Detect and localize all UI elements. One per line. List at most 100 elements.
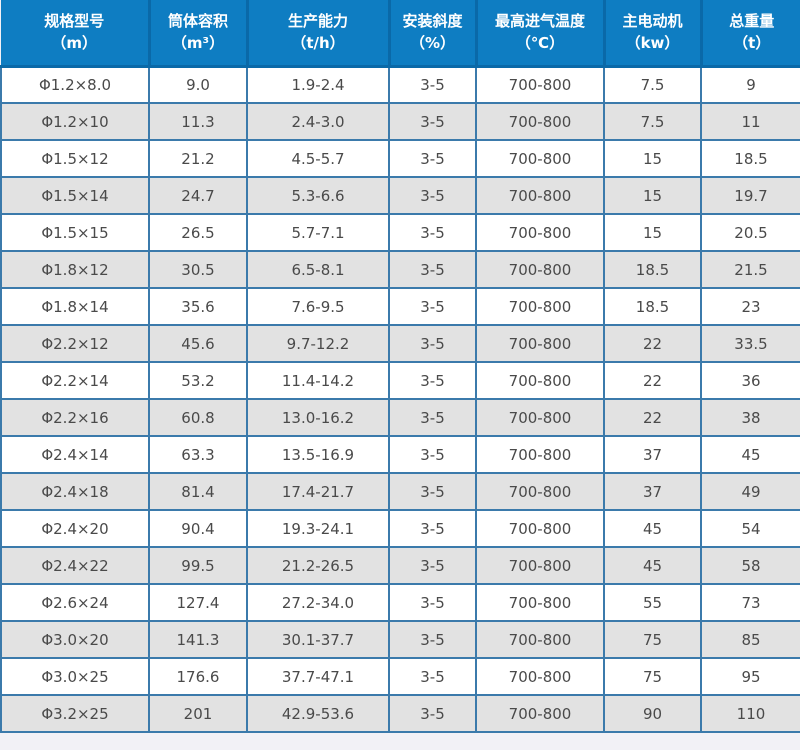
table-cell: 18.5 — [603, 250, 702, 289]
column-header-4: 安装斜度 （%） — [387, 0, 476, 68]
table-row: Φ3.0×20 141.3 30.1-37.7 3-5 700-800 75 85 — [0, 620, 800, 659]
table-cell: 11.4-14.2 — [246, 361, 390, 400]
column-header-title: 主电动机 — [622, 11, 683, 30]
table-cell: 18.5 — [700, 139, 800, 178]
table-row: Φ1.5×12 21.2 4.5-5.7 3-5 700-800 15 18.5 — [0, 139, 800, 178]
table-cell: 110 — [700, 694, 800, 733]
table-cell: 22 — [603, 361, 702, 400]
table-cell: 55 — [603, 583, 702, 622]
table-cell: 700-800 — [475, 694, 605, 733]
table-cell: 15 — [603, 213, 702, 252]
table-cell: Φ3.2×25 — [0, 694, 150, 733]
table-row: Φ2.2×16 60.8 13.0-16.2 3-5 700-800 22 38 — [0, 398, 800, 437]
table-cell: 700-800 — [475, 176, 605, 215]
table-cell: 33.5 — [700, 324, 800, 363]
table-cell: 9 — [700, 65, 800, 104]
table-cell: 35.6 — [148, 287, 248, 326]
table-cell: 141.3 — [148, 620, 248, 659]
table-cell: 11 — [700, 102, 800, 141]
column-header-title: 规格型号 — [44, 11, 105, 30]
table-cell: 700-800 — [475, 509, 605, 548]
table-cell: 15 — [603, 176, 702, 215]
table-cell: 3-5 — [388, 176, 477, 215]
table-cell: 18.5 — [603, 287, 702, 326]
table-cell: 700-800 — [475, 657, 605, 696]
table-cell: 73 — [700, 583, 800, 622]
table-cell: 6.5-8.1 — [246, 250, 390, 289]
table-row: Φ3.2×25 201 42.9-53.6 3-5 700-800 90 110 — [0, 694, 800, 733]
table-cell: Φ1.8×12 — [0, 250, 150, 289]
table-cell: 11.3 — [148, 102, 248, 141]
table-cell: 13.5-16.9 — [246, 435, 390, 474]
table-cell: 53.2 — [148, 361, 248, 400]
table-cell: 90 — [603, 694, 702, 733]
table-row: Φ2.6×24 127.4 27.2-34.0 3-5 700-800 55 73 — [0, 583, 800, 622]
column-header-title: 最高进气温度 — [494, 11, 585, 30]
table-cell: 3-5 — [388, 139, 477, 178]
table-cell: 3-5 — [388, 361, 477, 400]
column-header-7: 总重量 （t） — [699, 0, 800, 68]
table-cell: 15 — [603, 139, 702, 178]
column-header-title: 总重量 — [729, 11, 775, 30]
column-header-3: 生产能力 （t/h） — [245, 0, 389, 68]
spec-table: 规格型号 （m） 筒体容积 （m³） 生产能力 （t/h） 安装斜度 （%） 最高进气温度 （℃）… — [0, 0, 800, 733]
table-row: Φ2.4×14 63.3 13.5-16.9 3-5 700-800 37 45 — [0, 435, 800, 474]
table-cell: 3-5 — [388, 287, 477, 326]
table-cell: 26.5 — [148, 213, 248, 252]
column-header-unit: （t/h） — [291, 34, 345, 53]
table-cell: 21.5 — [700, 250, 800, 289]
table-cell: Φ3.0×25 — [0, 657, 150, 696]
table-cell: Φ2.2×14 — [0, 361, 150, 400]
table-cell: 21.2-26.5 — [246, 546, 390, 585]
column-header-1: 规格型号 （m） — [1, 0, 149, 68]
table-cell: 75 — [603, 620, 702, 659]
table-cell: 700-800 — [475, 65, 605, 104]
table-cell: 63.3 — [148, 435, 248, 474]
table-cell: 700-800 — [475, 250, 605, 289]
table-cell: 21.2 — [148, 139, 248, 178]
table-cell: Φ1.8×14 — [0, 287, 150, 326]
column-header-unit: （%） — [409, 34, 456, 53]
table-cell: Φ2.2×16 — [0, 398, 150, 437]
table-cell: 90.4 — [148, 509, 248, 548]
column-header-unit: （m） — [51, 34, 98, 53]
column-header-title: 生产能力 — [287, 11, 348, 30]
column-header-5: 最高进气温度 （℃） — [474, 0, 604, 68]
table-cell: 54 — [700, 509, 800, 548]
table-cell: Φ2.4×20 — [0, 509, 150, 548]
table-cell: 9.7-12.2 — [246, 324, 390, 363]
table-cell: Φ2.4×18 — [0, 472, 150, 511]
table-row: Φ2.4×22 99.5 21.2-26.5 3-5 700-800 45 58 — [0, 546, 800, 585]
table-cell: 37.7-47.1 — [246, 657, 390, 696]
table-cell: Φ1.2×10 — [0, 102, 150, 141]
table-row: Φ1.8×12 30.5 6.5-8.1 3-5 700-800 18.5 21.5 — [0, 250, 800, 289]
table-cell: Φ2.4×22 — [0, 546, 150, 585]
table-cell: 3-5 — [388, 546, 477, 585]
table-cell: 75 — [603, 657, 702, 696]
table-row: Φ2.2×14 53.2 11.4-14.2 3-5 700-800 22 36 — [0, 361, 800, 400]
table-cell: Φ2.2×12 — [0, 324, 150, 363]
table-cell: 17.4-21.7 — [246, 472, 390, 511]
table-cell: 3-5 — [388, 472, 477, 511]
table-cell: 24.7 — [148, 176, 248, 215]
column-header-title: 筒体容积 — [167, 11, 228, 30]
table-row: Φ1.5×15 26.5 5.7-7.1 3-5 700-800 15 20.5 — [0, 213, 800, 252]
table-cell: 85 — [700, 620, 800, 659]
column-header-unit: （t） — [733, 34, 771, 53]
table-cell: 7.5 — [603, 65, 702, 104]
table-cell: 30.1-37.7 — [246, 620, 390, 659]
table-cell: Φ1.5×15 — [0, 213, 150, 252]
table-cell: 700-800 — [475, 324, 605, 363]
table-cell: 23 — [700, 287, 800, 326]
table-cell: 20.5 — [700, 213, 800, 252]
table-cell: 127.4 — [148, 583, 248, 622]
table-cell: 3-5 — [388, 509, 477, 548]
table-cell: 700-800 — [475, 620, 605, 659]
table-cell: 700-800 — [475, 287, 605, 326]
table-cell: 45.6 — [148, 324, 248, 363]
table-cell: 201 — [148, 694, 248, 733]
spec-table-header: 规格型号 （m） 筒体容积 （m³） 生产能力 （t/h） 安装斜度 （%） 最高进气温度 （℃）… — [1, 0, 800, 68]
table-cell: 700-800 — [475, 139, 605, 178]
column-header-2: 筒体容积 （m³） — [147, 0, 247, 68]
